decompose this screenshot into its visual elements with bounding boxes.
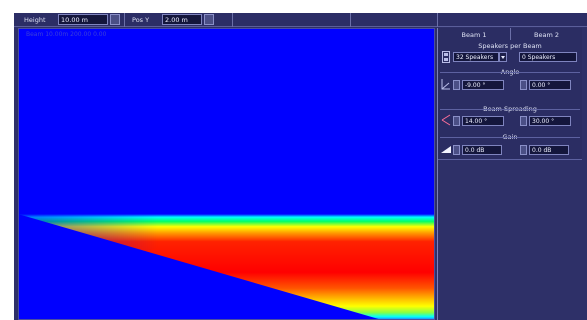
- angle-beam1-input[interactable]: -9.00 °: [462, 80, 504, 90]
- beam-heatmap-graphic: [18, 210, 435, 320]
- beam-heatmap-plot[interactable]: Beam 10.00m 200.00 0.00: [18, 28, 435, 320]
- spreading-beam2-input[interactable]: 30.00 °: [529, 116, 571, 126]
- speaker-array-icon: [441, 51, 451, 63]
- posy-label: Pos Y: [132, 16, 150, 24]
- header-divider: [510, 28, 511, 40]
- toolbar-divider: [232, 13, 233, 27]
- app-window: Height 10.00 m Pos Y 2.00 m: [14, 13, 587, 320]
- toolbar: Height 10.00 m Pos Y 2.00 m: [14, 13, 587, 27]
- gain-beam2-input[interactable]: 0.0 dB: [529, 145, 569, 155]
- height-input[interactable]: 10.00 m: [58, 14, 108, 25]
- toolbar-divider: [437, 13, 438, 27]
- height-label: Height: [24, 16, 46, 24]
- posy-spin-button[interactable]: [204, 14, 214, 25]
- height-spin-button[interactable]: [110, 14, 120, 25]
- plot-readout: Beam 10.00m 200.00 0.00: [26, 31, 107, 38]
- toolbar-divider: [124, 13, 125, 27]
- speakers-beam2-select[interactable]: 0 Speakers: [519, 52, 577, 62]
- spread-icon: [441, 114, 451, 126]
- spreading-beam2-decrement-button[interactable]: [520, 116, 527, 126]
- spreading-beam1-decrement-button[interactable]: [453, 116, 460, 126]
- speakers-beam1-select[interactable]: 32 Speakers: [453, 52, 499, 62]
- angle-section-line: [440, 72, 580, 73]
- gain-beam1-decrement-button[interactable]: [453, 145, 460, 155]
- posy-input[interactable]: 2.00 m: [162, 14, 202, 25]
- beam1-header: Beam 1: [461, 31, 487, 39]
- toolbar-divider: [350, 13, 351, 27]
- angle-beam2-decrement-button[interactable]: [520, 80, 527, 90]
- speakers-per-beam-title: Speakers per Beam: [478, 42, 542, 50]
- angle-beam1-decrement-button[interactable]: [453, 80, 460, 90]
- beam2-header: Beam 2: [534, 31, 559, 39]
- beam-wedge-fade: [18, 213, 158, 253]
- angle-icon: [441, 78, 451, 90]
- gain-section-line: [440, 137, 580, 138]
- gain-beam1-input[interactable]: 0.0 dB: [462, 145, 502, 155]
- gain-wedge-icon: [441, 143, 451, 155]
- gain-beam2-decrement-button[interactable]: [520, 145, 527, 155]
- beam-settings-panel: Beam 1 Beam 2 Speakers per Beam 32 Speak…: [437, 28, 582, 320]
- angle-beam2-input[interactable]: 0.00 °: [529, 80, 571, 90]
- spreading-section-line: [440, 109, 580, 110]
- spreading-beam1-input[interactable]: 14.00 °: [462, 116, 504, 126]
- beam-settings-group: Beam 1 Beam 2 Speakers per Beam 32 Speak…: [438, 28, 582, 160]
- speakers-beam1-dropdown-button[interactable]: [499, 52, 507, 62]
